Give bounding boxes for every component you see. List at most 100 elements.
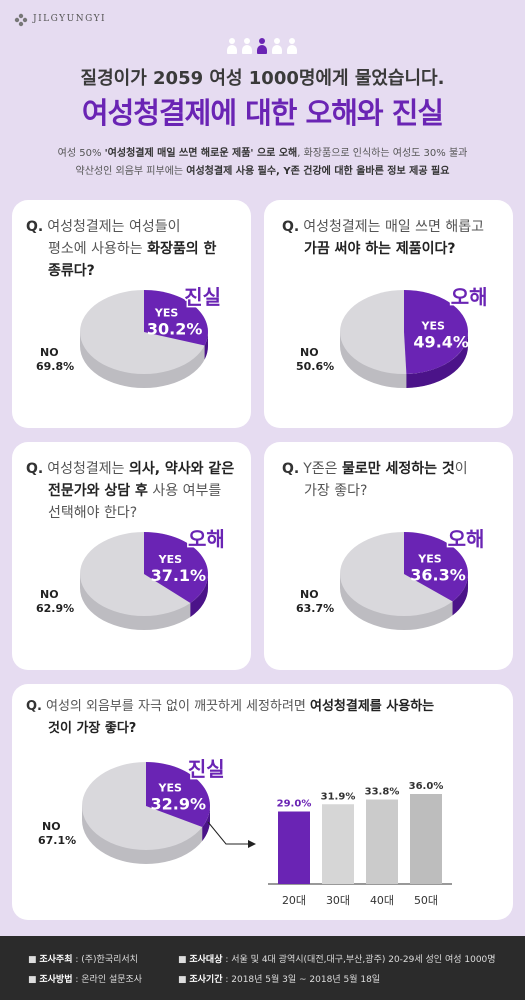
bar-value-label: 31.9% (321, 791, 356, 802)
yes-value: 49.4% (413, 333, 469, 352)
footer-value: : 서울 및 4대 광역시(대전,대구,부산,광주) 20-29세 성인 여성 … (222, 955, 496, 965)
bar-value-label: 29.0% (277, 799, 312, 810)
yes-label: YES (154, 307, 178, 320)
woman-icon (226, 38, 238, 54)
no-value: 67.1% (38, 834, 76, 847)
woman-icon (256, 38, 268, 54)
question-text: Q. 여성청결제는 의사, 약사와 같은 전문가와 상담 후 사용 여부를 선택해… (26, 458, 250, 524)
survey-target: ■ 조사대상 : 서울 및 4대 광역시(대전,대구,부산,광주) 20-29세… (178, 955, 496, 965)
question-card-2: Q. 여성청결제는 매일 쓰면 해롭고 가끔 써야 하는 제품이다? YES 49.… (264, 200, 513, 428)
q-mark: Q. (26, 699, 42, 714)
no-label: NO (300, 588, 319, 601)
yes-value: 37.1% (151, 566, 207, 585)
footer-value: : 온라인 설문조사 (72, 975, 143, 985)
q-line: 여성의 외음부를 자극 없이 깨끗하게 세정하려면 (46, 699, 310, 714)
survey-info-footer: ■ 조사주최 : (주)한국리서치 ■ 조사방법 : 온라인 설문조사 ■ 조사… (0, 936, 525, 1000)
bar-value-label: 36.0% (409, 781, 444, 792)
q-bold: 여성청결제를 사용하는 (310, 699, 435, 714)
verdict-label: 오해 (451, 285, 488, 309)
no-value: 69.8% (36, 360, 74, 373)
bar-category-label: 40대 (370, 894, 394, 907)
survey-host: ■ 조사주최 : (주)한국리서치 (28, 955, 138, 965)
summary-text: , 화장품으로 인식하는 여성도 30% 불과 (297, 148, 468, 159)
no-value: 63.7% (296, 602, 334, 615)
q-line: 평소에 사용하는 (48, 241, 148, 257)
summary-line-1: 여성 50% '여성청결제 매일 쓰면 해로운 제품' 으로 오해, 화장품으로… (0, 144, 525, 159)
verdict-label: 진실 (188, 757, 225, 781)
q-mark: Q. (26, 461, 44, 477)
summary-line-2: 약산성인 외음부 피부에는 여성청결제 사용 필수, Y존 건강에 대한 올바른… (0, 162, 525, 177)
q-mark: Q. (282, 219, 300, 235)
yes-label: YES (158, 553, 182, 566)
footer-label: 조사대상 (189, 955, 223, 965)
question-card-4: Q. Y존은 물로만 세정하는 것이 가장 좋다? YES 36.3% 오해 NO 63.… (264, 442, 513, 670)
no-label: NO (42, 820, 61, 833)
bar-category-label: 30대 (326, 894, 350, 907)
question-text: Q. 여성의 외음부를 자극 없이 깨끗하게 세정하려면 여성청결제를 사용하는 … (26, 696, 506, 740)
question-text: Q. Y존은 물로만 세정하는 것이 가장 좋다? (282, 458, 512, 502)
q-bold: 것이 가장 좋다? (48, 721, 137, 736)
footer-label: 조사주최 (39, 955, 73, 965)
headline: 질경이가 2059 여성 1000명에게 물었습니다. (80, 68, 445, 89)
pie-slice-yes (146, 762, 211, 827)
yes-value: 36.3% (410, 565, 466, 584)
footer-label: 조사방법 (39, 975, 73, 985)
q-bold: 종류다? (48, 263, 95, 279)
verdict-label: 진실 (184, 285, 221, 309)
footer-label: 조사기간 (189, 975, 223, 985)
yes-label: YES (420, 320, 444, 333)
pie-side-yes (452, 574, 468, 616)
q-line: 사용 여부를 (147, 483, 222, 499)
connector-arrow-icon (248, 840, 256, 848)
survey-method: ■ 조사방법 : 온라인 설문조사 (28, 975, 143, 985)
question-text: Q. 여성청결제는 여성들이 평소에 사용하는 화장품의 한 종류다? (26, 216, 246, 282)
question-card-3: Q. 여성청결제는 의사, 약사와 같은 전문가와 상담 후 사용 여부를 선택해… (12, 442, 251, 670)
question-card-5: Q. 여성의 외음부를 자극 없이 깨끗하게 세정하려면 여성청결제를 사용하는 … (12, 684, 513, 920)
women-icons (226, 38, 298, 54)
pie-slice-yes (144, 532, 208, 603)
pie-side-yes (202, 806, 210, 841)
connector-line (207, 821, 248, 845)
woman-icon (271, 38, 283, 54)
question-text: Q. 여성청결제는 매일 쓰면 해롭고 가끔 써야 하는 제품이다? (282, 216, 512, 260)
yes-value: 30.2% (147, 320, 203, 339)
q-line: 여성청결제는 여성들이 (47, 219, 181, 235)
q-bold: 전문가와 상담 후 (48, 483, 148, 499)
no-value: 62.9% (36, 602, 74, 615)
footer-value: : (주)한국리서치 (72, 955, 138, 965)
bar-30대 (322, 804, 354, 884)
survey-period: ■ 조사기간 : 2018년 5월 3일 ~ 2018년 5월 18일 (178, 975, 381, 985)
main-title: 여성청결제에 대한 오해와 진실 (81, 96, 444, 130)
q-line: 가장 좋다? (304, 483, 368, 499)
q-line: 선택해야 한다? (48, 505, 138, 521)
pie-side-yes (190, 574, 208, 617)
verdict-label: 오해 (448, 527, 485, 551)
brand-logo: JILGYUNGYI (14, 12, 106, 27)
no-value: 50.6% (296, 360, 334, 373)
pie-slice-yes (404, 532, 468, 602)
no-label: NO (40, 588, 59, 601)
pie-slice-yes (404, 290, 469, 374)
q-bold: 물로만 세정하는 것 (342, 461, 455, 477)
summary-bold: '여성청결제 매일 쓰면 해로운 제품' 으로 오해 (104, 148, 298, 159)
yes-value: 32.9% (150, 795, 206, 814)
pie-side-yes (204, 332, 208, 360)
q-bold: 의사, 약사와 같은 (128, 461, 235, 477)
q-line: Y존은 (303, 461, 342, 477)
pie-slice-yes (144, 290, 208, 346)
bar-40대 (366, 799, 398, 884)
no-label: NO (300, 346, 319, 359)
bar-20대 (278, 811, 310, 884)
q-line: 이 (454, 461, 468, 477)
age-bar-chart: 29.0% 20대 31.9% 30대 33.8% 40대 36.0% 50대 (268, 781, 452, 907)
bar-value-label: 33.8% (365, 787, 400, 798)
verdict-label: 오해 (188, 527, 225, 551)
woman-icon (241, 38, 253, 54)
summary-text: 여성 50% (57, 148, 105, 159)
yes-label: YES (417, 552, 441, 565)
